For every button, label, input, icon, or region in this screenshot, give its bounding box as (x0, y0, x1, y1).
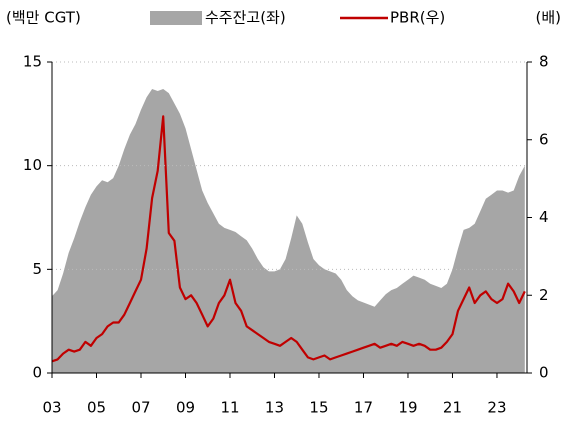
y2-unit: (배) (535, 9, 561, 27)
area (52, 89, 525, 373)
y-tick-label: 0 (32, 364, 42, 382)
y-unit: (백만 CGT) (6, 9, 81, 27)
x-tick-label: 13 (265, 399, 284, 417)
y2-tick-label: 6 (539, 130, 549, 148)
x-tick-label: 19 (398, 399, 417, 417)
x-tick-label: 15 (309, 399, 328, 417)
legend-label: PBR(우) (390, 9, 445, 27)
x-tick-label: 11 (220, 399, 239, 417)
y-tick-label: 15 (23, 53, 42, 71)
line (51, 115, 526, 363)
x-tick-label: 23 (487, 399, 506, 417)
legend-label: 수주잔고(좌) (205, 9, 286, 27)
y2-tick-label: 2 (539, 286, 549, 304)
x-tick-label: 07 (131, 399, 150, 417)
y-tick-label: 5 (32, 260, 42, 278)
x-tick-label: 05 (87, 399, 106, 417)
x-tick-label: 03 (42, 399, 61, 417)
legend-swatch (150, 11, 202, 25)
x-tick-label: 21 (443, 399, 462, 417)
y2-tick-label: 4 (539, 208, 549, 226)
y-tick-label: 10 (23, 156, 42, 174)
x-tick-label: 09 (176, 399, 195, 417)
x-tick-label: 17 (354, 399, 373, 417)
y2-tick-label: 0 (539, 364, 549, 382)
y2-tick-label: 8 (539, 53, 549, 71)
